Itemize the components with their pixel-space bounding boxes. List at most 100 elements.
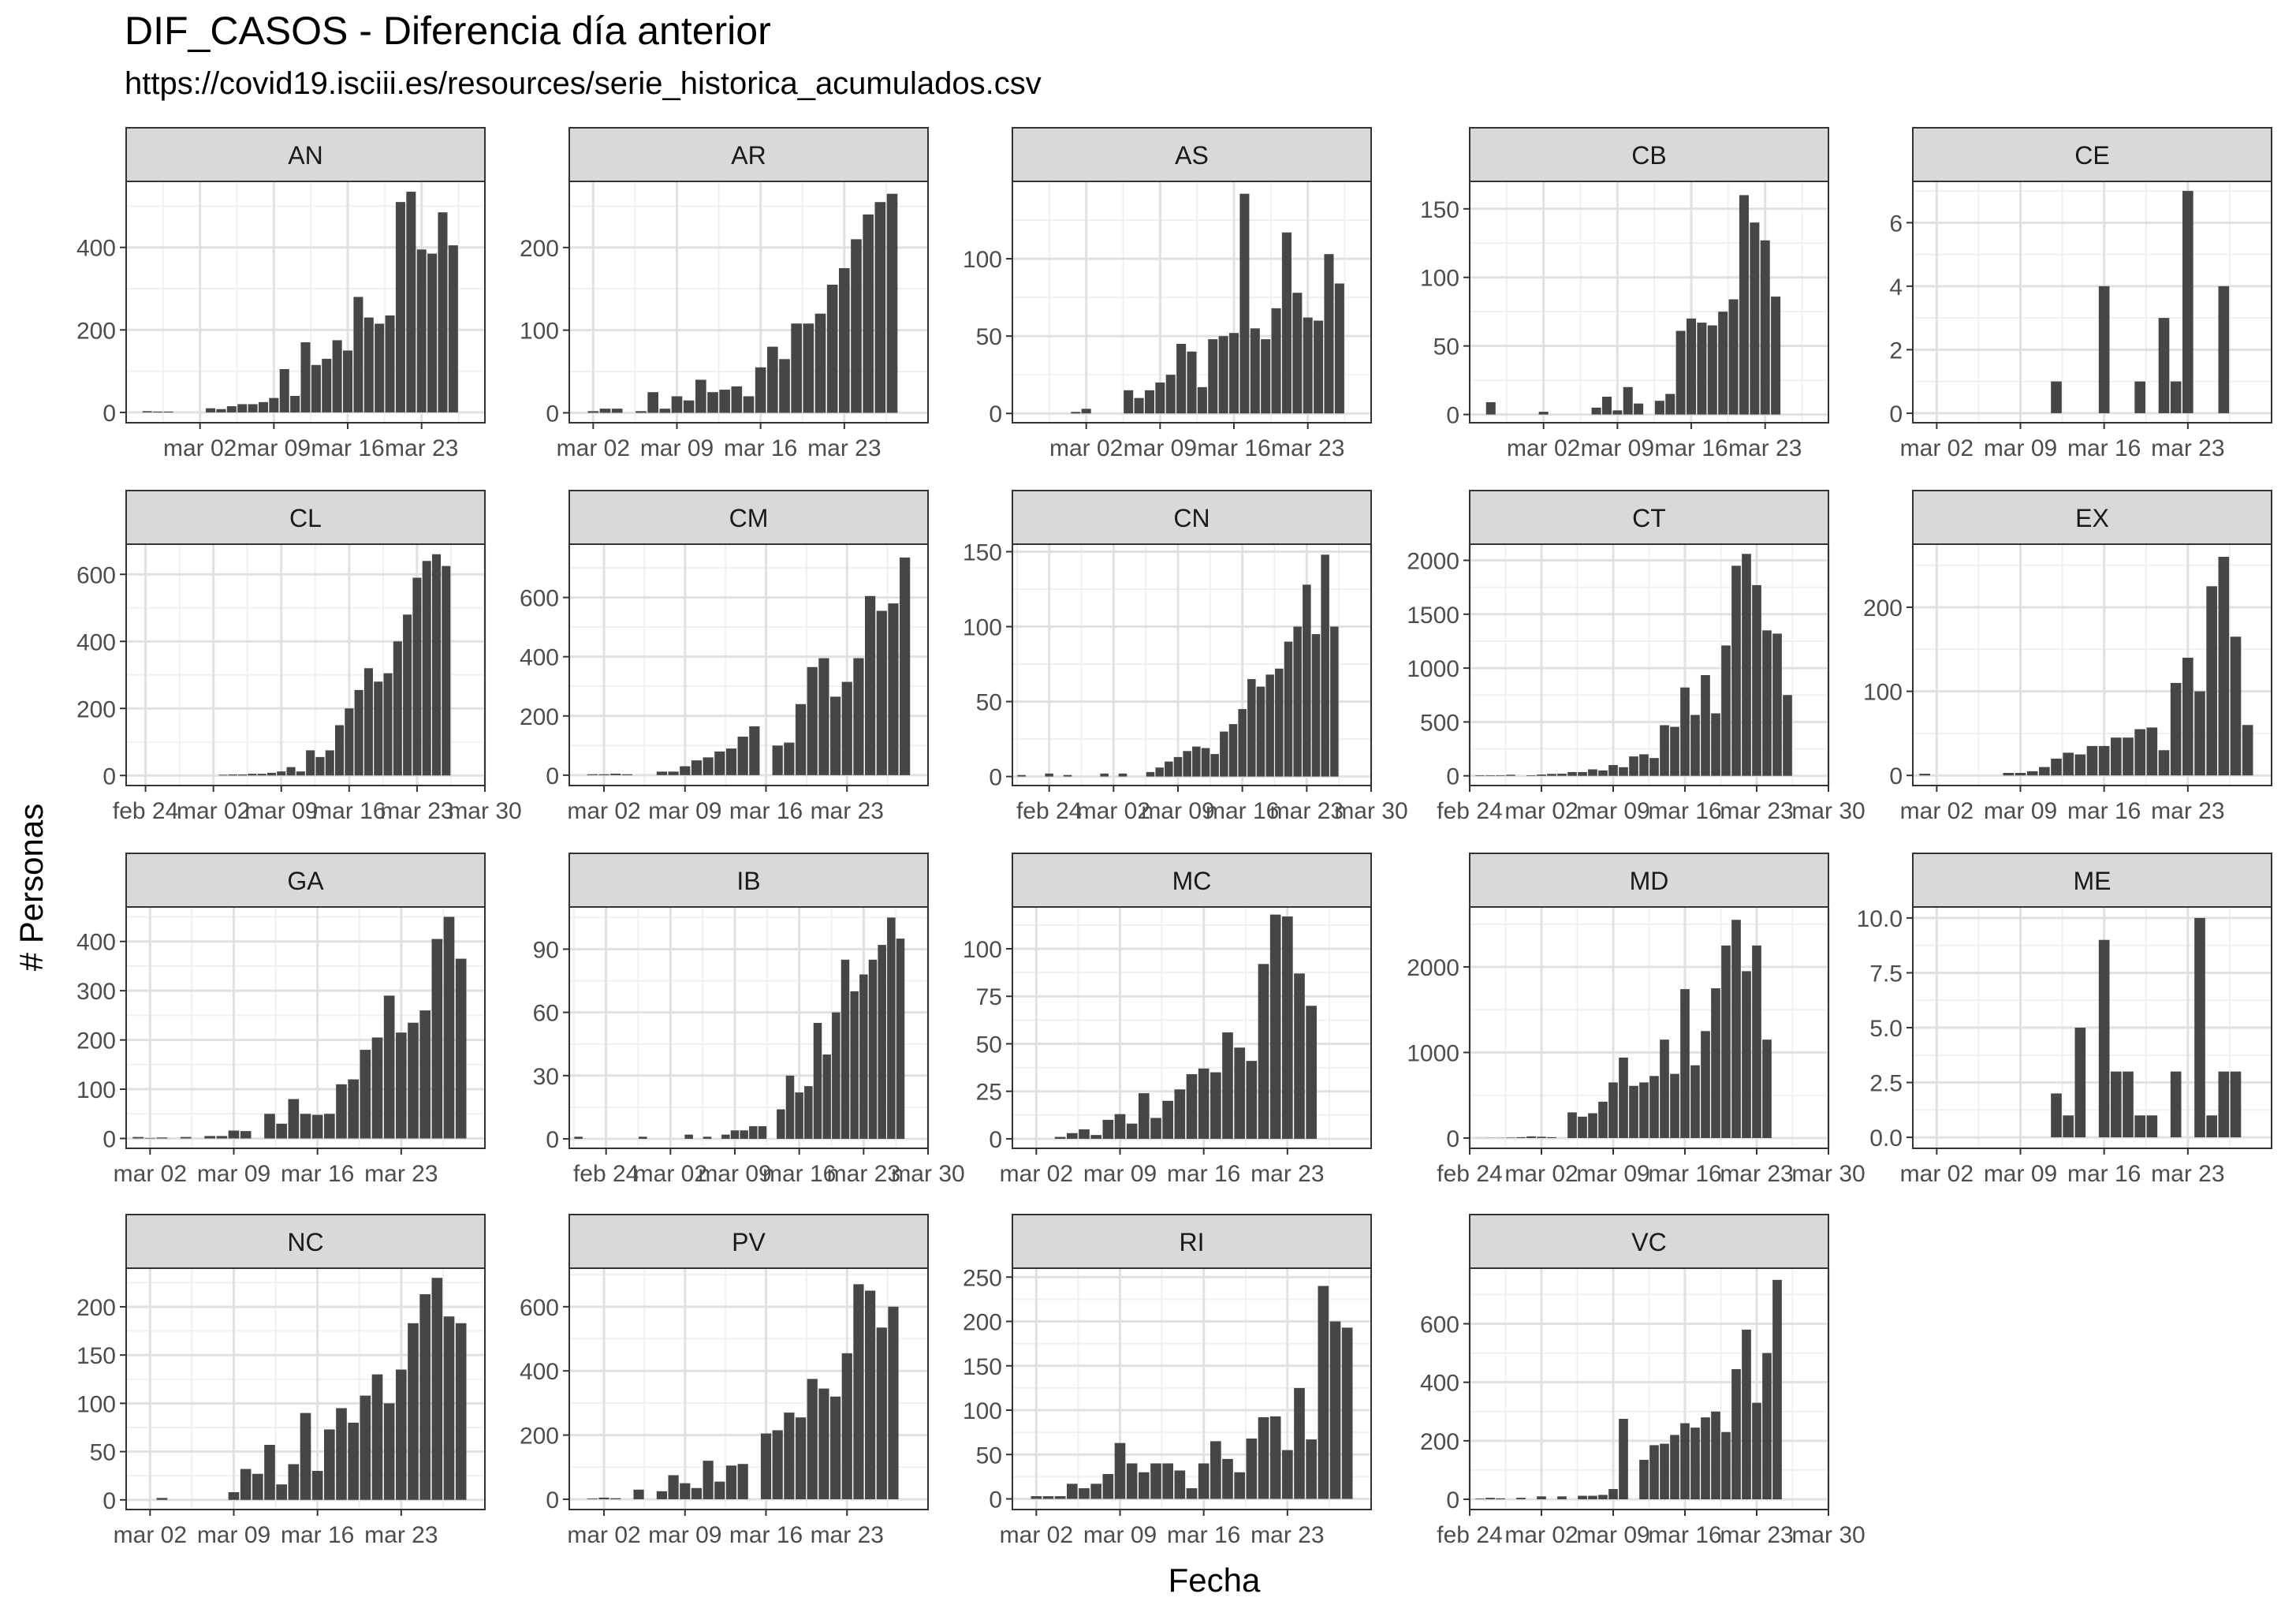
bar-nc-2020-03-18 [336,1408,347,1500]
bar-vc-2020-03-25 [1772,1279,1782,1500]
bar-cb-2020-03-23 [1760,240,1770,415]
y-tick-label: 30 [533,1064,559,1090]
bar-ct-2020-03-21 [1731,565,1741,776]
bar-ce-2020-03-16 [2098,286,2110,413]
bar-ri-2020-03-07 [1090,1484,1101,1499]
bar-ib-2020-03-20 [832,1012,840,1139]
bar-cl-2020-03-07 [257,774,266,776]
bar-ri-2020-03-06 [1079,1488,1090,1499]
bar-cm-2020-03-18 [784,742,795,775]
bar-ib-2020-03-26 [887,917,896,1139]
x-tick-label: mar 09 [237,435,311,461]
x-tick-label: mar 23 [1250,1161,1324,1187]
bar-ga-2020-03-01 [132,1136,144,1139]
bar-nc-2020-03-11 [252,1473,263,1500]
bar-ga-2020-03-12 [264,1114,275,1139]
y-tick-label: 100 [520,319,559,345]
bar-cn-2020-03-25 [1321,554,1329,777]
bar-md-2020-03-16 [1680,989,1690,1138]
y-tick-label: 50 [976,324,1002,350]
bar-ri-2020-03-08 [1102,1474,1114,1499]
bar-pv-2020-03-05 [633,1489,644,1499]
x-tick-label: mar 09 [244,798,318,824]
x-tick-label: mar 09 [1984,798,2057,824]
bar-ex-2020-03-27 [2230,636,2242,776]
bar-cm-2020-03-09 [680,766,691,775]
bar-an-2020-03-13 [311,364,321,412]
strip-label-vc: VC [1631,1228,1666,1256]
x-tick-label: mar 16 [1648,1522,1721,1548]
bar-as-2020-03-14 [1208,339,1218,414]
bar-mc-2020-03-14 [1174,1089,1186,1139]
bar-an-2020-02-26 [142,411,152,412]
bar-mc-2020-03-09 [1114,1114,1126,1139]
bar-pv-2020-03-21 [818,1388,829,1499]
bar-cl-2020-03-26 [442,565,451,776]
x-tick-label: mar 16 [1206,798,1279,824]
bar-md-2020-03-15 [1670,1073,1679,1138]
y-tick-label: 90 [533,937,559,963]
bar-vc-2020-03-04 [1557,1496,1567,1500]
bar-ct-2020-03-17 [1690,715,1700,776]
bar-vc-2020-03-13 [1649,1445,1659,1500]
strip-ri [1012,1214,1372,1269]
bar-cb-2020-03-18 [1707,325,1717,415]
bar-cm-2020-03-10 [691,760,703,775]
bar-ex-2020-03-11 [2039,767,2050,776]
bar-ga-2020-03-15 [300,1114,311,1139]
strip-label-mc: MC [1172,867,1212,895]
bar-cm-2020-03-15 [749,726,760,775]
bar-md-2020-03-07 [1588,1113,1597,1138]
bar-cb-2020-03-21 [1739,195,1749,415]
y-tick-label: 400 [76,236,116,262]
bar-as-2020-03-18 [1250,328,1260,414]
strip-label-ga: GA [287,867,324,895]
bar-as-2020-03-10 [1165,375,1176,414]
y-tick-label: 150 [1420,197,1459,223]
y-tick-label: 0 [989,1487,1002,1513]
bar-an-2020-03-17 [353,297,363,412]
bar-cb-2020-03-17 [1697,323,1707,415]
bar-nc-2020-03-22 [383,1403,395,1500]
y-tick-label: 300 [76,979,116,1005]
bar-ga-2020-03-22 [383,995,395,1139]
bar-an-2020-03-25 [438,212,448,412]
bar-ar-2020-03-13 [719,390,730,413]
y-tick-label: 400 [76,930,116,956]
x-tick-label: mar 09 [1576,798,1649,824]
x-tick-label: mar 23 [827,1161,900,1187]
bar-cm-2020-03-23 [841,681,852,775]
bar-as-2020-03-24 [1314,320,1324,414]
y-tick-label: 100 [963,247,1002,273]
x-tick-label: mar 30 [1334,798,1407,824]
bar-cm-2020-03-14 [737,737,748,775]
x-tick-label: mar 16 [2067,1161,2141,1187]
bar-nc-2020-03-25 [419,1294,430,1500]
bar-pv-2020-03-18 [784,1413,795,1499]
strip-label-ct: CT [1632,504,1666,532]
bar-ri-2020-03-28 [1341,1327,1353,1499]
bar-ar-2020-03-22 [826,284,838,413]
x-tick-label: feb 24 [573,1161,639,1187]
bar-ar-2020-03-02 [587,411,599,413]
chart-title: DIF_CASOS - Diferencia día anterior [125,9,771,53]
y-tick-label: 400 [520,645,559,671]
bar-mc-2020-03-18 [1222,1032,1233,1139]
strip-label-as: AS [1175,141,1209,170]
y-tick-label: 0 [546,401,559,427]
bar-vc-2020-03-15 [1670,1435,1679,1500]
bar-mc-2020-03-11 [1139,1093,1150,1139]
bar-ri-2020-03-12 [1150,1463,1161,1499]
bar-ga-2020-03-24 [408,1022,419,1139]
bar-ar-2020-03-12 [707,392,718,413]
y-tick-label: 0 [102,763,116,789]
bar-ga-2020-03-28 [455,958,467,1139]
y-tick-label: 400 [520,1359,559,1385]
bar-cn-2020-02-24 [1045,773,1053,777]
bar-nc-2020-03-20 [360,1395,371,1500]
bar-pv-2020-03-07 [656,1491,668,1499]
bar-vc-2020-03-22 [1742,1329,1751,1500]
y-tick-label: 50 [976,1442,1002,1469]
bar-an-2020-03-19 [375,323,385,412]
